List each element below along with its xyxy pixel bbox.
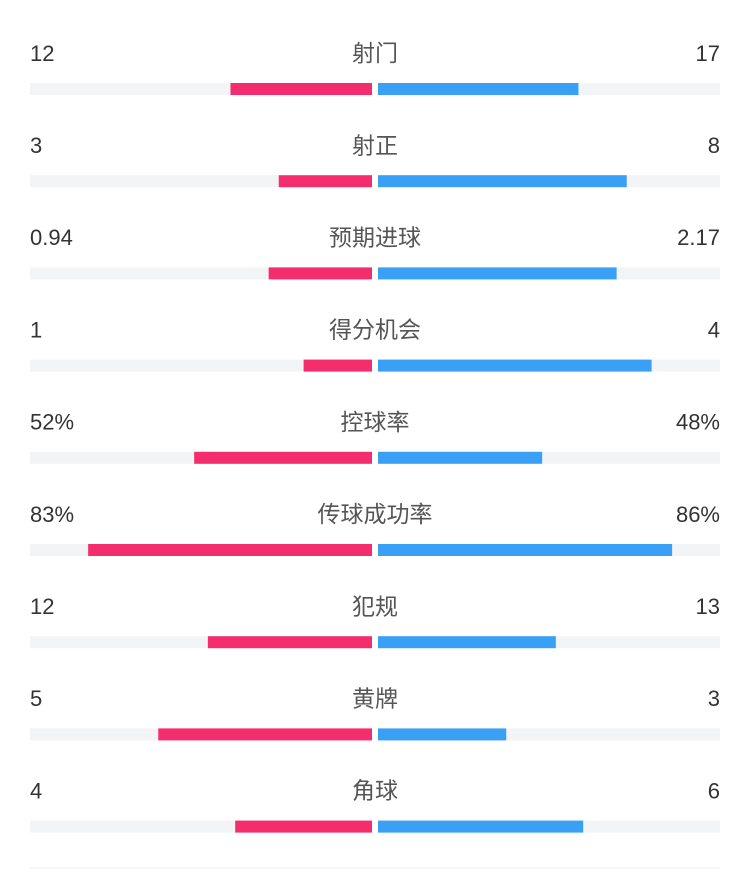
away-value: 48% [676,410,720,435]
away-bar [378,636,556,649]
away-bar [378,820,584,833]
home-bar [278,175,372,188]
away-value: 2.17 [677,225,720,250]
home-bar [268,267,372,280]
home-bar [235,820,372,833]
stat-label: 射门 [352,40,398,66]
away-bar [378,175,627,188]
stat-label: 犯规 [352,593,398,619]
stat-label: 传球成功率 [318,501,433,527]
away-value: 3 [708,686,720,711]
away-value: 13 [696,594,720,619]
home-value: 5 [30,686,42,711]
home-value: 0.94 [30,225,73,250]
home-value: 83% [30,502,74,527]
away-value: 4 [708,317,720,342]
home-bar [158,728,372,741]
home-bar [207,636,372,649]
home-value: 3 [30,133,42,158]
away-value: 86% [676,502,720,527]
stat-label: 预期进球 [329,224,421,250]
away-bar [378,267,617,280]
home-bar [194,451,372,464]
home-bar [303,359,372,372]
away-bar [378,728,507,741]
away-bar [378,544,673,556]
home-bar [88,544,372,556]
away-value: 8 [708,133,720,158]
bar-track [30,359,372,372]
away-bar [378,359,652,372]
away-value: 17 [696,41,720,66]
away-bar [378,83,579,95]
home-value: 12 [30,41,54,66]
home-value: 52% [30,410,74,435]
away-bar [378,451,543,464]
stat-label: 黄牌 [352,685,398,711]
stat-label: 角球 [352,778,398,804]
home-bar [230,83,372,95]
stat-label: 射正 [352,132,398,158]
stat-label: 控球率 [341,409,410,435]
stat-label: 得分机会 [329,317,421,343]
home-value: 1 [30,317,42,342]
home-value: 4 [30,778,42,803]
away-value: 6 [708,778,720,803]
home-value: 12 [30,594,54,619]
